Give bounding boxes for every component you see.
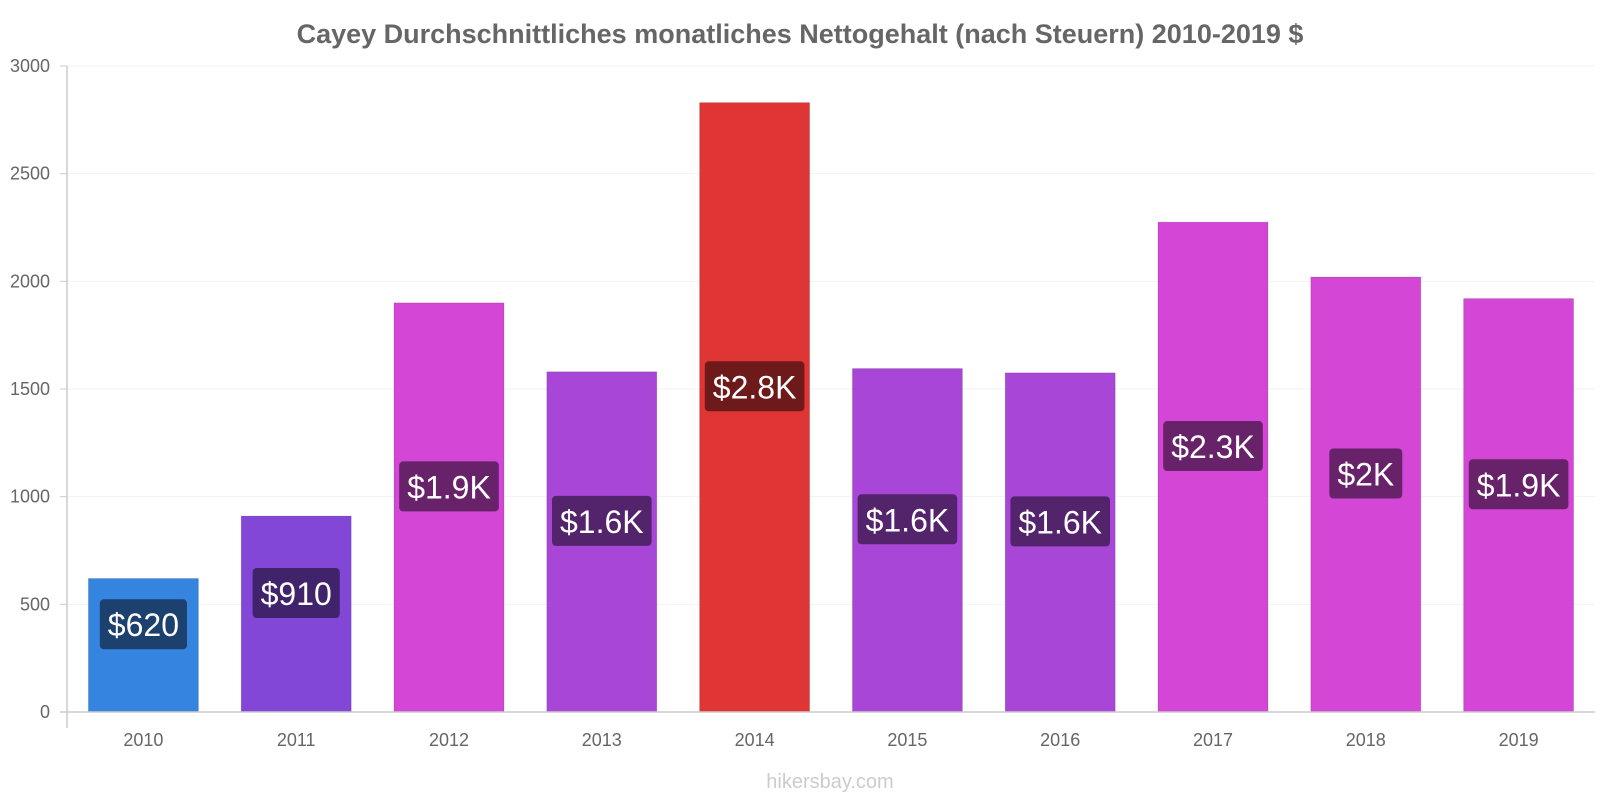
data-label-text: $1.6K	[866, 502, 950, 538]
x-tick-label: 2018	[1346, 730, 1386, 750]
data-label-2019: $1.9K	[1468, 459, 1569, 510]
y-tick-label: 3000	[10, 56, 50, 76]
data-label-background	[704, 361, 805, 412]
data-label-text: $2.3K	[1171, 429, 1255, 465]
x-tick-label: 2015	[887, 730, 927, 750]
data-label-text: $2.8K	[713, 369, 797, 405]
x-tick-label: 2016	[1040, 730, 1080, 750]
x-tick-label: 2013	[582, 730, 622, 750]
data-label-background	[857, 494, 958, 545]
y-tick-labels: 0 500 1000 1500 2000 2500 3000	[10, 56, 50, 722]
data-label-background	[1163, 421, 1263, 472]
data-label-background	[399, 461, 499, 512]
data-label-background	[99, 599, 187, 650]
data-label-background	[1468, 459, 1569, 510]
data-label-text: $910	[261, 576, 332, 612]
x-tick-label: 2014	[735, 730, 775, 750]
x-tick-label: 2017	[1193, 730, 1233, 750]
data-label-2014: $2.8K	[704, 361, 805, 412]
data-label-2015: $1.6K	[857, 494, 958, 545]
data-label-text: $1.9K	[1477, 467, 1561, 503]
credit-text: hikersbay.com	[766, 771, 893, 793]
data-label-background	[1329, 448, 1403, 499]
data-label-text: $1.6K	[560, 504, 644, 540]
y-tick-label: 2500	[10, 164, 50, 184]
data-label-2016: $1.6K	[1010, 496, 1111, 547]
bars	[87, 102, 1575, 713]
x-tick-label: 2011	[277, 730, 316, 750]
chart-title: Cayey Durchschnittliches monatliches Net…	[297, 19, 1304, 49]
x-tick-label: 2010	[123, 730, 163, 750]
y-tick-label: 1500	[10, 379, 50, 399]
data-label-2010: $620	[99, 599, 187, 650]
y-tick-label: 1000	[10, 487, 50, 507]
data-label-2017: $2.3K	[1163, 421, 1263, 472]
data-labels: $620 $910 $1.9K $1.6K $2.8K $1.6K $1.6K $2.3K $2…	[99, 361, 1569, 650]
y-tick-label: 500	[20, 594, 50, 614]
data-label-2012: $1.9K	[399, 461, 499, 512]
data-label-background	[551, 495, 652, 546]
data-label-text: $1.9K	[407, 469, 491, 505]
data-label-text: $1.6K	[1018, 504, 1102, 540]
x-tick-label: 2012	[429, 730, 469, 750]
x-tick-labels: 2010 2011 2012 2013 2014 2015 2016 2017 2018 2019	[123, 730, 1538, 750]
data-label-background	[252, 568, 340, 619]
x-tick-label: 2019	[1499, 730, 1539, 750]
data-label-2018: $2K	[1329, 448, 1403, 499]
data-label-background	[1010, 496, 1111, 547]
y-tick-label: 2000	[10, 271, 50, 291]
data-label-2011: $910	[252, 568, 340, 619]
y-tick-label: 0	[40, 702, 50, 722]
data-label-2013: $1.6K	[551, 495, 652, 546]
axes	[60, 66, 1595, 728]
data-label-text: $2K	[1337, 457, 1394, 493]
data-label-text: $620	[108, 607, 179, 643]
